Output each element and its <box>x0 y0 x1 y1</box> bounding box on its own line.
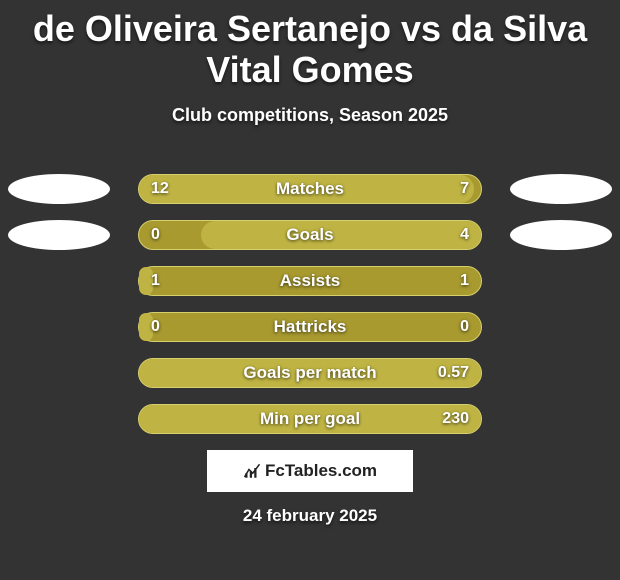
stat-row: 0.57Goals per match <box>0 354 620 400</box>
stat-row: 230Min per goal <box>0 400 620 446</box>
stat-rows: 127Matches 04Goals 11Assists 00Hattricks 0.5… <box>0 170 620 446</box>
brand-text: FcTables.com <box>265 461 377 481</box>
stat-row: 11Assists <box>0 262 620 308</box>
stat-label: Hattricks <box>139 313 481 341</box>
brand-box[interactable]: FcTables.com <box>207 450 413 492</box>
stat-label: Assists <box>139 267 481 295</box>
page-title: de Oliveira Sertanejo vs da Silva Vital … <box>0 0 620 91</box>
stat-label: Goals <box>139 221 481 249</box>
stat-bar: 11Assists <box>138 266 482 296</box>
player-right-avatar <box>510 220 612 250</box>
stat-bar: 127Matches <box>138 174 482 204</box>
stat-bar: 230Min per goal <box>138 404 482 434</box>
player-right-avatar <box>510 174 612 204</box>
comparison-infographic: de Oliveira Sertanejo vs da Silva Vital … <box>0 0 620 580</box>
stat-bar: 00Hattricks <box>138 312 482 342</box>
date-text: 24 february 2025 <box>0 506 620 526</box>
stat-row: 04Goals <box>0 216 620 262</box>
player-left-avatar <box>8 220 110 250</box>
page-subtitle: Club competitions, Season 2025 <box>0 105 620 126</box>
stat-bar: 04Goals <box>138 220 482 250</box>
stat-row: 00Hattricks <box>0 308 620 354</box>
stat-label: Matches <box>139 175 481 203</box>
stat-row: 127Matches <box>0 170 620 216</box>
stat-label: Goals per match <box>139 359 481 387</box>
stat-label: Min per goal <box>139 405 481 433</box>
stat-bar: 0.57Goals per match <box>138 358 482 388</box>
chart-icon <box>243 462 261 480</box>
player-left-avatar <box>8 174 110 204</box>
